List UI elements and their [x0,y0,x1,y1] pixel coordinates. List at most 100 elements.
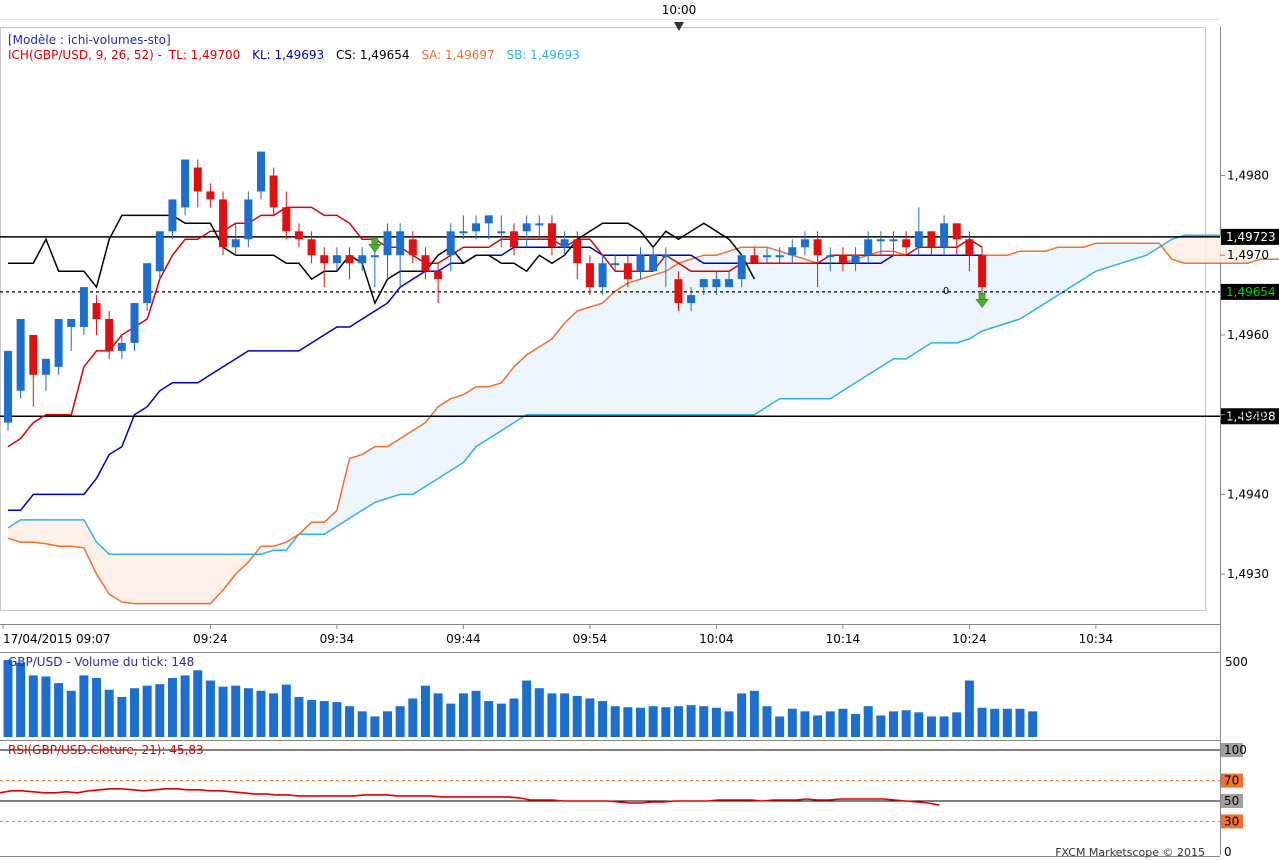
candle-body [168,199,177,232]
buy-signal-arrow-icon [368,238,382,253]
candle-body [712,279,721,288]
rsi-tick-label: 0 [1224,845,1232,859]
candle-body [92,303,101,319]
volume-bar [3,660,13,737]
span-b-line [7,234,1248,555]
volume-bar [281,684,291,737]
ichimoku-legend: ICH(GBP/USD, 9, 26, 52) - TL: 1,49700 KL… [8,48,580,62]
volume-bar [1015,708,1025,737]
candle-body [105,319,114,351]
volume-bar [636,707,645,737]
cloud-segment [488,382,502,439]
cloud-segment [336,458,350,527]
volume-bar [332,702,342,737]
candle-body [130,303,139,343]
candle-body [181,159,190,208]
cloud-segment [1108,243,1122,268]
time-tick-label: 10:24 [952,632,987,646]
price-level-label: 1,49498 [1226,409,1276,423]
candle-body [269,175,278,208]
volume-bar [914,712,924,737]
cloud-segment [1020,251,1033,319]
span-a-value: SA: 1,49697 [421,48,495,62]
cloud-segment [33,519,46,544]
candle-body [79,287,88,327]
candle-body [41,358,50,375]
candle-body [446,231,455,256]
cloud-segment [918,255,932,351]
volume-bar [446,703,456,737]
chikou-value: CS: 1,49654 [336,48,410,62]
time-cursor-label: 10:00 [662,3,697,17]
volume-bar [572,695,582,737]
volume-bar [218,686,228,737]
rsi-tick-label: 30 [1224,814,1239,828]
cloud-segment [1146,243,1160,256]
price-tick-label: 1,4940 [1227,487,1269,501]
volume-bar [522,680,532,737]
volume-bar [117,696,127,737]
volume-bar [901,710,911,737]
volume-bar [433,693,443,737]
cloud-segment [261,546,274,555]
volume-bar [787,708,797,737]
volume-bar [585,698,595,737]
time-cursor-marker-icon[interactable] [674,22,684,31]
cloud-segment [602,291,616,415]
volume-bar [889,711,898,737]
candle-body [940,223,949,248]
volume-bar [66,690,76,737]
volume-bar [193,670,203,737]
volume-bar [699,706,709,737]
volume-bar [16,662,26,737]
rsi-tick-label: 50 [1224,794,1239,808]
volume-bar [534,688,544,737]
cloud-segment [501,366,514,431]
candle-body [636,255,645,272]
volume-bar [762,706,772,737]
volume-bar [838,708,848,737]
candle-body [737,255,746,280]
cloud-segment [564,311,578,415]
volume-bar [357,711,367,737]
cloud-segment [134,554,148,604]
volume-bar [256,690,266,737]
cloud-segment [767,247,780,407]
cloud-segment [956,255,970,343]
main-plot-frame [0,27,1206,611]
candle-body [117,342,126,351]
time-axis-bar [0,624,1220,651]
candle-body [320,255,329,264]
cloud-segment [210,554,224,604]
cloud-segment [754,247,767,415]
volume-bar [458,693,468,737]
cloud-segment [147,554,160,604]
horizontal-levels[interactable]: 1,49723 1,49654 1,49498 [0,228,1279,425]
volume-bar [686,705,696,737]
volume-bar [28,675,38,737]
volume-bar [977,707,987,737]
candle-body [231,239,240,248]
volume-bar [496,703,506,737]
volume-bar [711,707,721,737]
candle-body [611,263,620,266]
volume-bar [142,685,152,737]
volume-bar [420,685,430,737]
cloud-segment [551,322,565,415]
candle-body [484,215,493,224]
cloud-segment [893,251,907,359]
cloud-segment [71,519,84,548]
candle-body [851,255,860,264]
candle-body [396,231,405,256]
volume-bar [800,711,810,737]
candle-body [699,279,708,288]
tenkan-line [7,206,983,448]
cloud-segment [235,554,249,575]
time-tick-label: 09:44 [446,632,481,646]
candle-body [826,255,835,258]
volume-bar [952,712,962,737]
volume-bar [610,706,620,737]
cloud-segment [450,394,464,471]
cloud-segment [716,251,730,415]
candle-body [902,239,911,248]
